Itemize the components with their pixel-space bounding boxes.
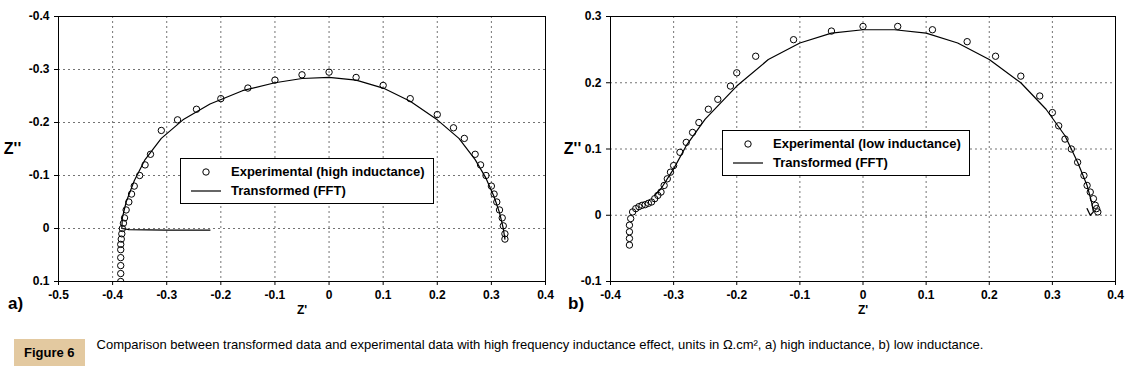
svg-text:0.4: 0.4	[537, 288, 554, 302]
svg-text:0: 0	[43, 221, 50, 235]
svg-text:0.3: 0.3	[1044, 288, 1061, 302]
svg-text:0: 0	[326, 288, 333, 302]
svg-text:-0.3: -0.3	[29, 62, 50, 76]
html-text:Transformed (FFT): Transformed (FFT)	[231, 183, 346, 198]
html-text:Experimental (low inductance): Experimental (low inductance)	[773, 136, 961, 151]
svg-text:0.1: 0.1	[918, 288, 935, 302]
svg-text:-0.4: -0.4	[29, 9, 50, 23]
svg-text:0.2: 0.2	[981, 288, 998, 302]
svg-text:-0.3: -0.3	[156, 288, 177, 302]
svg-text:0.4: 0.4	[1107, 288, 1124, 302]
svg-text:-0.2: -0.2	[29, 115, 50, 129]
svg-text:Z': Z'	[297, 303, 307, 317]
svg-text:-0.1: -0.1	[790, 288, 811, 302]
svg-text:-0.3: -0.3	[663, 288, 684, 302]
html-text:Experimental (high inductance): Experimental (high inductance)	[231, 164, 425, 179]
svg-text:Z': Z'	[858, 303, 868, 317]
svg-text:0.3: 0.3	[585, 9, 602, 23]
svg-text:Z'': Z''	[4, 140, 21, 157]
html-text:a): a)	[8, 294, 24, 313]
svg-text:-0.5: -0.5	[48, 288, 69, 302]
svg-text:-0.2: -0.2	[210, 288, 231, 302]
html-text:Comparison between transformed: Comparison between transformed data and …	[96, 337, 984, 352]
html-text:Figure 6: Figure 6	[24, 345, 75, 360]
svg-text:-0.1: -0.1	[29, 168, 50, 182]
svg-text:0: 0	[595, 208, 602, 222]
html-text:Transformed (FFT): Transformed (FFT)	[773, 155, 888, 170]
svg-text:0: 0	[860, 288, 867, 302]
svg-text:-0.4: -0.4	[600, 288, 621, 302]
svg-text:-0.2: -0.2	[726, 288, 747, 302]
svg-text:-0.1: -0.1	[581, 274, 602, 288]
svg-text:0.1: 0.1	[375, 288, 392, 302]
html-text:b): b)	[568, 294, 584, 313]
svg-text:-0.1: -0.1	[265, 288, 286, 302]
svg-text:0.2: 0.2	[585, 76, 602, 90]
svg-text:Z'': Z''	[564, 140, 581, 157]
svg-text:0.1: 0.1	[585, 142, 602, 156]
svg-text:0.1: 0.1	[33, 274, 50, 288]
svg-text:-0.4: -0.4	[102, 288, 123, 302]
svg-text:0.3: 0.3	[483, 288, 500, 302]
svg-text:0.2: 0.2	[429, 288, 446, 302]
